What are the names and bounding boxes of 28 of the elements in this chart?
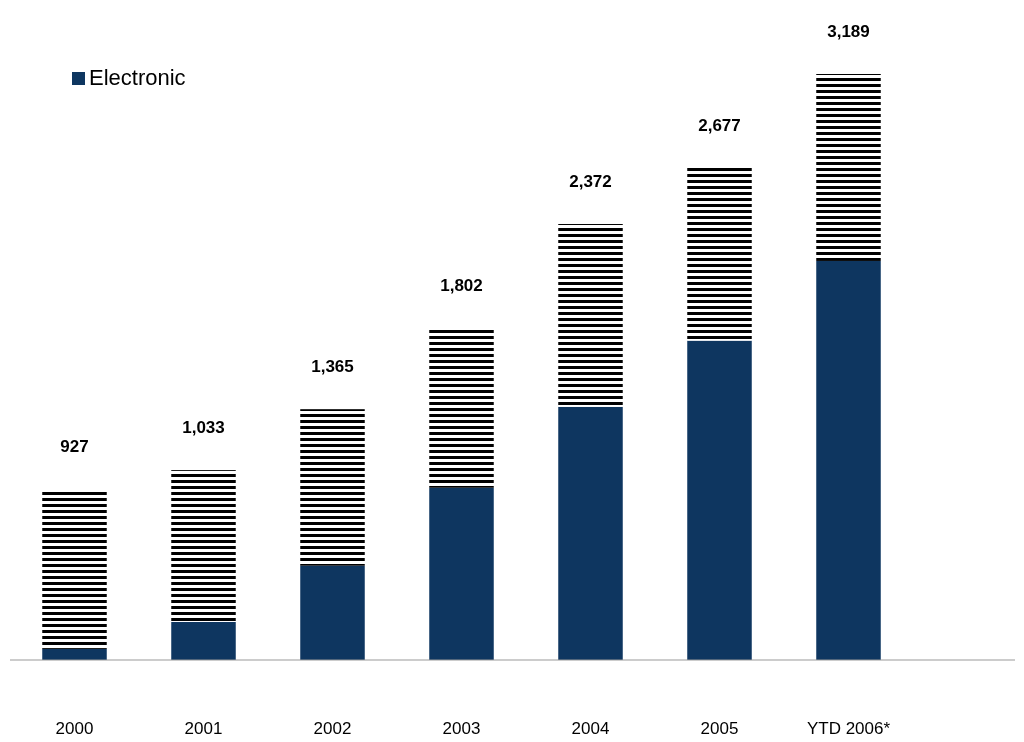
bar	[42, 648, 107, 660]
bar	[558, 406, 623, 660]
x-tick-label: 2002	[313, 719, 352, 738]
bar	[171, 470, 236, 622]
bar	[816, 260, 881, 660]
bar	[429, 487, 494, 660]
bar	[816, 74, 881, 261]
bar	[300, 565, 365, 660]
annotation: 2,677	[698, 115, 741, 135]
bar	[300, 409, 365, 566]
annotation: 1,365	[311, 357, 354, 377]
x-tick-label: 2001	[184, 719, 223, 738]
legend-label: Electronic	[89, 65, 186, 90]
annotation: 1,802	[440, 276, 483, 296]
bar	[558, 224, 623, 407]
x-tick-label: YTD 2006*	[806, 719, 891, 738]
x-tick-label: 2003	[442, 719, 481, 738]
x-tick-label: 2000	[55, 719, 94, 738]
bar	[687, 340, 752, 660]
x-tick-label: 2005	[700, 719, 739, 738]
annotation: 927	[60, 437, 89, 457]
bar	[171, 621, 236, 660]
annotation: 2,372	[569, 172, 612, 192]
x-tick-label: 2004	[571, 719, 610, 738]
annotation: 1,033	[182, 418, 225, 438]
bar	[687, 167, 752, 341]
annotation: 3,189	[827, 22, 870, 41]
bar	[429, 328, 494, 488]
